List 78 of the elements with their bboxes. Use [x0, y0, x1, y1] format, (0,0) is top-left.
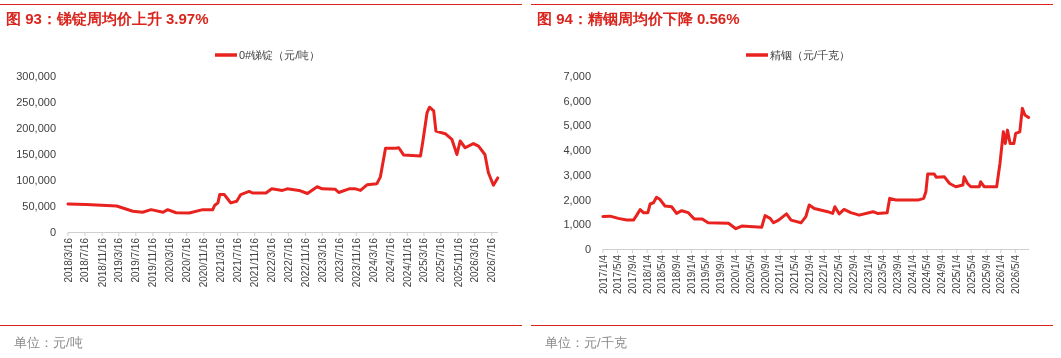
y-tick-label: 200,000 [16, 122, 56, 134]
x-tick-label: 2025/7/16 [435, 237, 447, 283]
x-tick-label: 2019/9/4 [715, 254, 727, 294]
chart-title: 图 93：锑锭周均价上升 3.97% [6, 10, 209, 27]
x-tick-label: 2025/3/16 [418, 237, 430, 283]
x-tick-label: 2022/3/16 [265, 237, 277, 283]
y-tick-label: 1,000 [563, 218, 591, 231]
legend-label: 0#锑锭（元/吨） [239, 49, 321, 61]
x-tick-label: 2025/1/4 [951, 254, 963, 294]
y-tick-label: 2,000 [563, 193, 591, 206]
chart-title: 图 94：精铟周均价下降 0.56% [537, 10, 740, 27]
x-tick-label: 2018/7/16 [79, 237, 91, 283]
x-tick-label: 2022/7/16 [282, 237, 294, 283]
x-tick-label: 2026/7/16 [486, 237, 498, 283]
x-tick-label: 2018/3/16 [62, 237, 74, 283]
x-tick-label: 2021/11/16 [249, 237, 261, 288]
x-tick-label: 2020/9/4 [759, 254, 771, 294]
x-tick-label: 2023/1/4 [862, 254, 874, 294]
x-tick-label: 2026/1/4 [995, 254, 1007, 294]
x-tick-label: 2017/5/4 [612, 254, 624, 294]
legend-label: 精铟（元/千克） [770, 49, 851, 61]
x-tick-label: 2026/5/4 [1009, 254, 1021, 294]
x-tick-label: 2024/5/4 [921, 254, 933, 294]
x-tick-label: 2020/3/16 [164, 237, 176, 283]
y-tick-label: 0 [584, 243, 591, 255]
x-tick-label: 2022/9/4 [847, 254, 859, 294]
x-tick-label: 2018/9/4 [671, 254, 683, 294]
x-tick-label: 2019/11/16 [147, 237, 159, 288]
y-tick-label: 5,000 [563, 119, 591, 132]
x-tick-label: 2021/9/4 [803, 254, 815, 294]
x-tick-label: 2020/7/16 [181, 237, 193, 283]
x-tick-label: 2025/9/4 [980, 254, 992, 294]
x-tick-label: 2022/1/4 [818, 254, 830, 294]
x-tick-label: 2023/3/16 [316, 237, 328, 283]
y-tick-label: 150,000 [16, 148, 56, 160]
x-tick-label: 2024/7/16 [384, 237, 396, 283]
x-tick-label: 2024/3/16 [367, 237, 379, 283]
x-tick-label: 2019/7/16 [130, 237, 142, 283]
x-tick-label: 2023/9/4 [892, 254, 904, 294]
x-tick-label: 2023/7/16 [333, 237, 345, 283]
x-tick-label: 2023/5/4 [877, 254, 889, 294]
text: 单位：元/吨 [14, 334, 83, 350]
x-tick-label: 2019/1/4 [685, 254, 697, 294]
x-tick-label: 2024/1/4 [906, 254, 918, 294]
x-tick-label: 2020/5/4 [744, 254, 756, 294]
x-tick-label: 2024/9/4 [936, 254, 948, 294]
y-tick-label: 6,000 [563, 94, 591, 107]
x-tick-label: 2020/1/4 [730, 254, 742, 294]
x-tick-label: 2022/11/16 [299, 237, 311, 288]
y-tick-label: 3,000 [563, 168, 591, 181]
y-tick-label: 250,000 [16, 96, 56, 108]
y-tick-label: 4,000 [563, 144, 591, 157]
x-tick-label: 2017/1/4 [597, 254, 609, 294]
x-tick-label: 2018/1/4 [641, 254, 653, 294]
x-tick-label: 2019/3/16 [113, 237, 125, 283]
text: 单位：元/千克 [545, 334, 627, 350]
y-tick-label: 300,000 [16, 70, 56, 82]
x-tick-label: 2023/11/16 [350, 237, 362, 288]
x-tick-label: 2018/5/4 [656, 254, 668, 294]
x-tick-label: 2025/11/16 [452, 237, 464, 288]
x-tick-label: 2021/7/16 [232, 237, 244, 283]
x-tick-label: 2022/5/4 [833, 254, 845, 294]
y-tick-label: 50,000 [22, 200, 56, 212]
x-tick-label: 2018/11/16 [96, 237, 108, 288]
x-tick-label: 2026/3/16 [469, 237, 481, 283]
x-tick-label: 2024/11/16 [401, 237, 413, 288]
y-tick-label: 100,000 [16, 174, 56, 186]
x-tick-label: 2021/1/4 [774, 254, 786, 294]
x-tick-label: 2020/11/16 [198, 237, 210, 288]
x-tick-label: 2021/5/4 [788, 254, 800, 294]
x-tick-label: 2019/5/4 [700, 254, 712, 294]
x-tick-label: 2021/3/16 [215, 237, 227, 283]
line-series [66, 105, 500, 215]
y-tick-label: 7,000 [563, 70, 591, 82]
y-tick-label: 0 [49, 226, 56, 238]
x-tick-label: 2017/9/4 [626, 254, 638, 294]
x-tick-label: 2025/5/4 [965, 254, 977, 294]
line-series [601, 106, 1031, 231]
